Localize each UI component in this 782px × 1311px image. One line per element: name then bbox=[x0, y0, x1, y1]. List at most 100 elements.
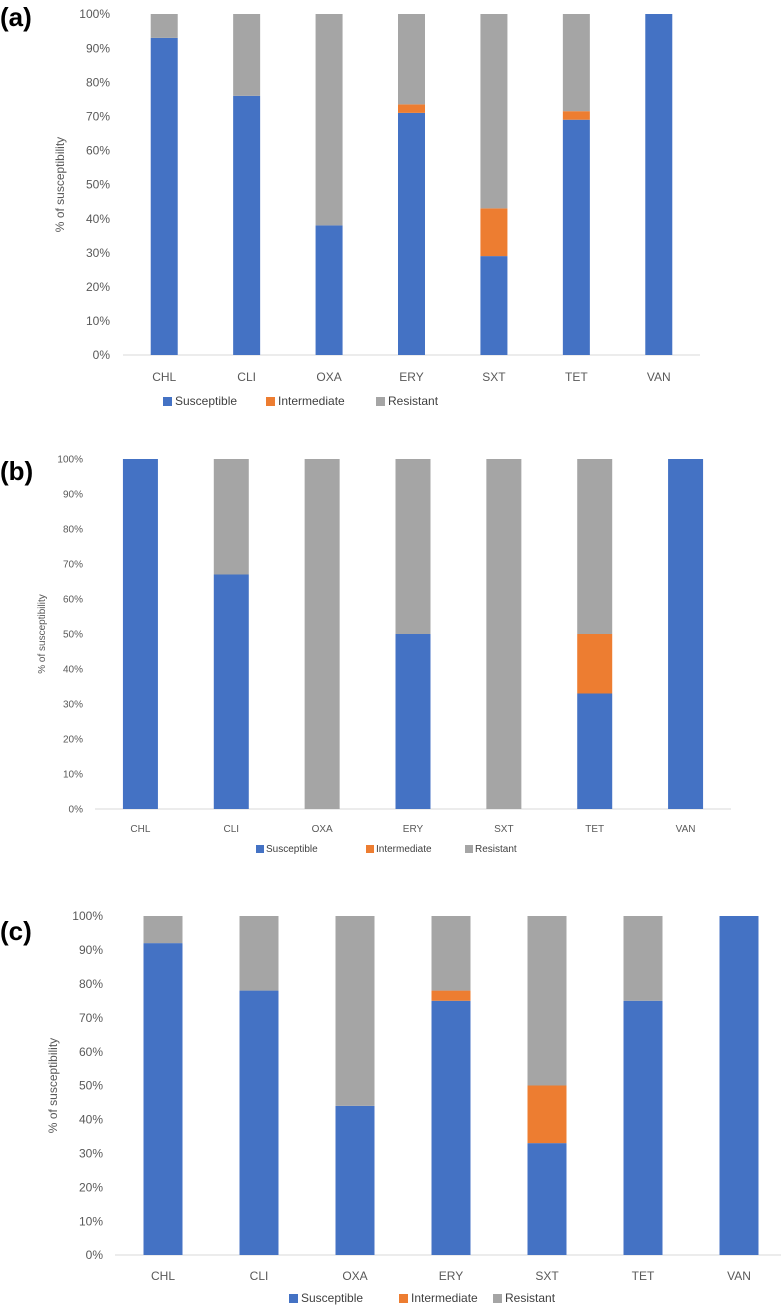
y-tick-label: 10% bbox=[63, 770, 83, 781]
x-category-label: ERY bbox=[403, 824, 424, 835]
y-tick-label: 0% bbox=[86, 1248, 104, 1262]
y-tick-label: 50% bbox=[79, 1079, 103, 1093]
bar-segment-susceptible-sxt bbox=[527, 1143, 567, 1255]
legend-swatch-susceptible bbox=[289, 1294, 298, 1303]
y-axis-title: % of susceptibility bbox=[37, 594, 48, 673]
x-category-label: ERY bbox=[399, 370, 423, 384]
y-axis-title: % of susceptibility bbox=[46, 1038, 60, 1133]
x-category-label: CLI bbox=[237, 370, 256, 384]
bar-segment-intermediate-ery bbox=[431, 990, 471, 1001]
y-tick-label: 100% bbox=[72, 909, 103, 923]
chart-panel-1: (b) 0% 10% 20% 30% 40% 50% 60% 70% 80% 90% 100% % of… bbox=[0, 455, 731, 855]
chart-panel-2: (c) 0% 10% 20% 30% 40% 50% 60% 70% 80% 90% 100% % of… bbox=[0, 909, 781, 1305]
y-tick-label: 30% bbox=[63, 700, 83, 711]
bar-segment-susceptible-tet bbox=[577, 693, 613, 809]
x-category-label: CLI bbox=[224, 824, 240, 835]
legend-swatch-susceptible bbox=[256, 845, 264, 853]
bar-segment-resistant-cli bbox=[213, 459, 249, 575]
y-tick-label: 70% bbox=[63, 560, 83, 571]
x-category-label: OXA bbox=[316, 370, 341, 384]
bar-segment-susceptible-van bbox=[645, 14, 673, 355]
y-tick-label: 40% bbox=[86, 212, 110, 226]
bar-segment-resistant-sxt bbox=[480, 14, 508, 209]
y-tick-label: 100% bbox=[79, 7, 110, 21]
legend-swatch-resistant bbox=[493, 1294, 502, 1303]
bar-segment-intermediate-tet bbox=[577, 634, 613, 694]
bar-segment-susceptible-oxa bbox=[315, 225, 343, 355]
bar-segment-resistant-ery bbox=[398, 14, 425, 105]
bar-segment-susceptible-cli bbox=[239, 990, 279, 1255]
y-tick-label: 20% bbox=[79, 1180, 103, 1194]
legend-label-resistant: Resistant bbox=[505, 1291, 556, 1305]
bar-segment-susceptible-cli bbox=[233, 95, 261, 355]
bar-segment-resistant-oxa bbox=[335, 916, 375, 1106]
x-category-label: CHL bbox=[130, 824, 150, 835]
x-category-label: SXT bbox=[494, 824, 513, 835]
y-tick-label: 60% bbox=[63, 595, 83, 606]
bar-segment-susceptible-oxa bbox=[335, 1105, 375, 1255]
bar-segment-resistant-tet bbox=[562, 14, 590, 112]
y-tick-label: 40% bbox=[63, 665, 83, 676]
legend-label-susceptible: Susceptible bbox=[175, 394, 237, 408]
bar-segment-susceptible-ery bbox=[395, 634, 431, 809]
y-tick-label: 80% bbox=[86, 75, 110, 89]
y-tick-label: 80% bbox=[63, 525, 83, 536]
panel-letter: (c) bbox=[0, 916, 32, 946]
x-category-label: TET bbox=[632, 1269, 655, 1283]
y-tick-label: 70% bbox=[86, 110, 110, 124]
legend-swatch-resistant bbox=[465, 845, 473, 853]
x-category-label: SXT bbox=[535, 1269, 559, 1283]
legend-label-intermediate: Intermediate bbox=[278, 394, 345, 408]
panel-letter: (a) bbox=[0, 2, 32, 32]
legend-swatch-intermediate bbox=[399, 1294, 408, 1303]
x-category-label: TET bbox=[585, 824, 604, 835]
y-axis-title: % of susceptibility bbox=[53, 137, 67, 232]
bar-segment-resistant-oxa bbox=[304, 459, 340, 809]
bar-segment-susceptible-chl bbox=[150, 37, 178, 356]
bar-segment-resistant-tet bbox=[623, 916, 663, 1001]
bar-segment-susceptible-tet bbox=[623, 1000, 663, 1255]
bar-segment-susceptible-ery bbox=[398, 112, 425, 355]
legend-swatch-intermediate bbox=[366, 845, 374, 853]
y-tick-label: 100% bbox=[57, 455, 83, 466]
bar-segment-resistant-sxt bbox=[527, 916, 567, 1086]
bar-segment-resistant-sxt bbox=[486, 459, 522, 809]
legend-swatch-susceptible bbox=[163, 397, 172, 406]
bar-segment-resistant-cli bbox=[239, 916, 279, 991]
legend-swatch-resistant bbox=[376, 397, 385, 406]
y-tick-label: 30% bbox=[79, 1147, 103, 1161]
bar-segment-susceptible-chl bbox=[143, 943, 183, 1255]
x-category-label: OXA bbox=[342, 1269, 367, 1283]
bar-segment-susceptible-cli bbox=[213, 574, 249, 809]
bar-segment-susceptible-sxt bbox=[480, 256, 508, 355]
x-category-label: OXA bbox=[312, 824, 333, 835]
x-category-label: TET bbox=[565, 370, 588, 384]
bar-segment-intermediate-sxt bbox=[480, 208, 508, 257]
y-tick-label: 70% bbox=[79, 1011, 103, 1025]
bar-segment-resistant-ery bbox=[395, 459, 431, 634]
bar-segment-resistant-chl bbox=[143, 916, 183, 944]
x-category-label: VAN bbox=[647, 370, 671, 384]
legend-label-susceptible: Susceptible bbox=[301, 1291, 363, 1305]
y-tick-label: 30% bbox=[86, 246, 110, 260]
y-tick-label: 10% bbox=[86, 314, 110, 328]
y-tick-label: 90% bbox=[86, 41, 110, 55]
legend-label-susceptible: Susceptible bbox=[266, 844, 318, 855]
legend-label-resistant: Resistant bbox=[475, 844, 517, 855]
y-tick-label: 50% bbox=[86, 178, 110, 192]
bar-segment-intermediate-sxt bbox=[527, 1085, 567, 1144]
y-tick-label: 20% bbox=[86, 280, 110, 294]
x-category-label: VAN bbox=[676, 824, 696, 835]
x-category-label: SXT bbox=[482, 370, 506, 384]
bar-segment-susceptible-van bbox=[719, 916, 759, 1255]
legend-swatch-intermediate bbox=[266, 397, 275, 406]
legend-label-intermediate: Intermediate bbox=[376, 844, 432, 855]
bar-segment-intermediate-tet bbox=[562, 111, 590, 120]
y-tick-label: 60% bbox=[79, 1045, 103, 1059]
x-category-label: VAN bbox=[727, 1269, 751, 1283]
bar-segment-resistant-tet bbox=[577, 459, 613, 634]
bar-segment-resistant-ery bbox=[431, 916, 471, 991]
y-tick-label: 20% bbox=[63, 735, 83, 746]
bar-segment-susceptible-van bbox=[668, 459, 704, 809]
